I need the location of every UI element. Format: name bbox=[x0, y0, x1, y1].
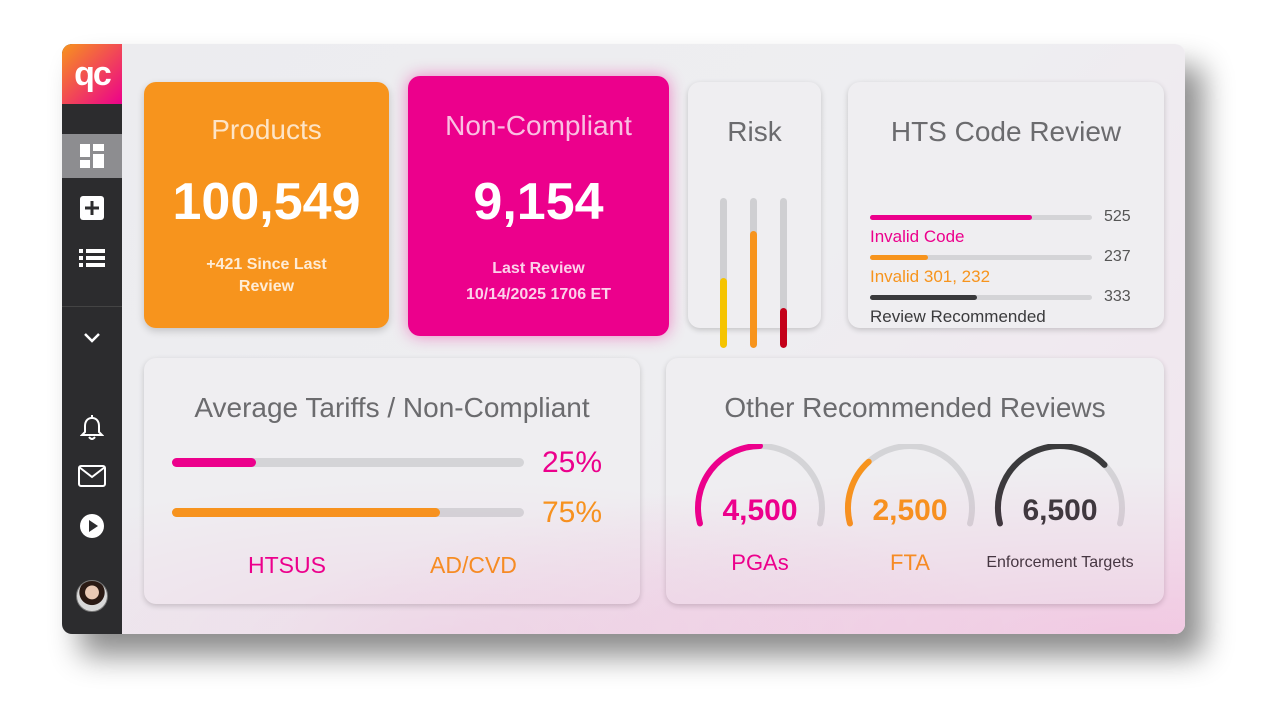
products-card[interactable]: Products 100,549 +421 Since Last Review bbox=[144, 82, 389, 328]
products-title: Products bbox=[211, 114, 322, 145]
tariff-percent-htsus: 25% bbox=[542, 446, 603, 479]
tariff-percent-adcvd: 75% bbox=[542, 496, 603, 529]
hts-bar-invalid-code bbox=[870, 215, 1092, 220]
hts-count-invalid-code: 525 bbox=[1104, 208, 1131, 225]
logo-text: qc bbox=[74, 54, 112, 93]
risk-bar-high bbox=[780, 198, 787, 348]
sidebar-expand-button[interactable] bbox=[62, 316, 122, 360]
other-reviews-card[interactable]: Other Recommended Reviews 4,500 PGAs 2,5… bbox=[666, 358, 1164, 604]
gauge-pgas[interactable]: 4,500 PGAs bbox=[692, 443, 828, 575]
hts-bar-review-recommended bbox=[870, 295, 1092, 300]
sidebar-item-notifications[interactable] bbox=[62, 406, 122, 450]
gauge-label-fta: FTA bbox=[890, 550, 930, 575]
noncompliant-value: 9,154 bbox=[473, 173, 604, 231]
dashboard-icon bbox=[80, 144, 104, 168]
sidebar-item-add[interactable] bbox=[62, 186, 122, 230]
hts-title: HTS Code Review bbox=[890, 116, 1122, 147]
hts-review-card[interactable]: HTS Code Review 525 Invalid Code 237 Inv… bbox=[848, 82, 1164, 328]
sidebar-item-messages[interactable] bbox=[62, 454, 122, 498]
gauge-value-fta: 2,500 bbox=[872, 494, 948, 527]
play-circle-icon bbox=[80, 514, 104, 538]
gauge-fta[interactable]: 2,500 FTA bbox=[842, 443, 978, 575]
risk-bar-fill bbox=[750, 231, 757, 348]
gauge-label-enforcement-targets: Enforcement Targets bbox=[986, 554, 1134, 571]
gauge-value-pgas: 4,500 bbox=[722, 494, 798, 527]
tariff-bar-htsus bbox=[172, 458, 524, 467]
gauge-ring bbox=[995, 443, 1125, 527]
list-icon bbox=[79, 249, 105, 267]
sidebar-divider bbox=[62, 306, 122, 307]
tariffs-title: Average Tariffs / Non-Compliant bbox=[194, 392, 590, 423]
app-logo[interactable]: qc bbox=[62, 44, 122, 104]
hts-bar-invalid-301 bbox=[870, 255, 1092, 260]
sidebar-item-list[interactable] bbox=[62, 236, 122, 280]
bell-icon bbox=[80, 415, 104, 440]
risk-bar-fill bbox=[780, 307, 787, 348]
last-review-date: 10/14/2025 1706 ET bbox=[465, 286, 611, 303]
hts-count-invalid-301: 237 bbox=[1104, 248, 1131, 265]
average-tariffs-card[interactable]: Average Tariffs / Non-Compliant 25% 75% … bbox=[144, 358, 640, 604]
noncompliant-card[interactable]: Non-Compliant 9,154 Last Review 10/14/20… bbox=[408, 76, 669, 336]
tariff-bar-fill bbox=[172, 458, 257, 467]
gauge-label-pgas: PGAs bbox=[731, 550, 789, 575]
noncompliant-title: Non-Compliant bbox=[445, 110, 632, 141]
last-review-label: Last Review bbox=[492, 260, 585, 277]
hts-count-review-recommended: 333 bbox=[1104, 288, 1131, 305]
legend-adcvd: AD/CVD bbox=[430, 552, 517, 578]
gauge-ring bbox=[845, 443, 975, 527]
tariff-bar-fill bbox=[172, 508, 440, 517]
products-subtext-line2: Review bbox=[238, 278, 295, 295]
risk-bar-medium bbox=[750, 198, 757, 348]
hts-bar-fill bbox=[870, 295, 977, 300]
chevron-down-icon bbox=[84, 333, 100, 343]
tariff-bar-adcvd bbox=[172, 508, 524, 517]
sidebar-item-media[interactable] bbox=[62, 504, 122, 548]
sidebar: qc bbox=[62, 44, 122, 634]
risk-bar-low bbox=[720, 198, 727, 348]
hts-bar-fill bbox=[870, 215, 1033, 220]
mail-icon bbox=[78, 465, 106, 487]
sidebar-item-dashboard[interactable] bbox=[62, 134, 122, 178]
risk-card[interactable]: Risk bbox=[688, 82, 821, 348]
hts-bar-fill bbox=[870, 255, 928, 260]
hts-label-review-recommended[interactable]: Review Recommended bbox=[870, 307, 1046, 326]
plus-square-icon bbox=[80, 196, 104, 220]
products-subtext-line1: +421 Since Last bbox=[206, 256, 327, 273]
risk-title: Risk bbox=[727, 116, 782, 147]
other-reviews-title: Other Recommended Reviews bbox=[724, 392, 1106, 423]
risk-bar-fill bbox=[720, 277, 727, 348]
user-avatar[interactable] bbox=[76, 580, 108, 612]
products-value: 100,549 bbox=[172, 173, 361, 231]
gauge-enforcement-targets[interactable]: 6,500 Enforcement Targets bbox=[986, 443, 1134, 571]
legend-htsus: HTSUS bbox=[248, 552, 326, 578]
hts-label-invalid-301[interactable]: Invalid 301, 232 bbox=[870, 267, 991, 286]
gauge-value-enforcement-targets: 6,500 bbox=[1022, 494, 1098, 527]
app-window: qc bbox=[62, 44, 1185, 634]
gauge-ring bbox=[695, 443, 825, 527]
hts-label-invalid-code[interactable]: Invalid Code bbox=[870, 227, 965, 246]
